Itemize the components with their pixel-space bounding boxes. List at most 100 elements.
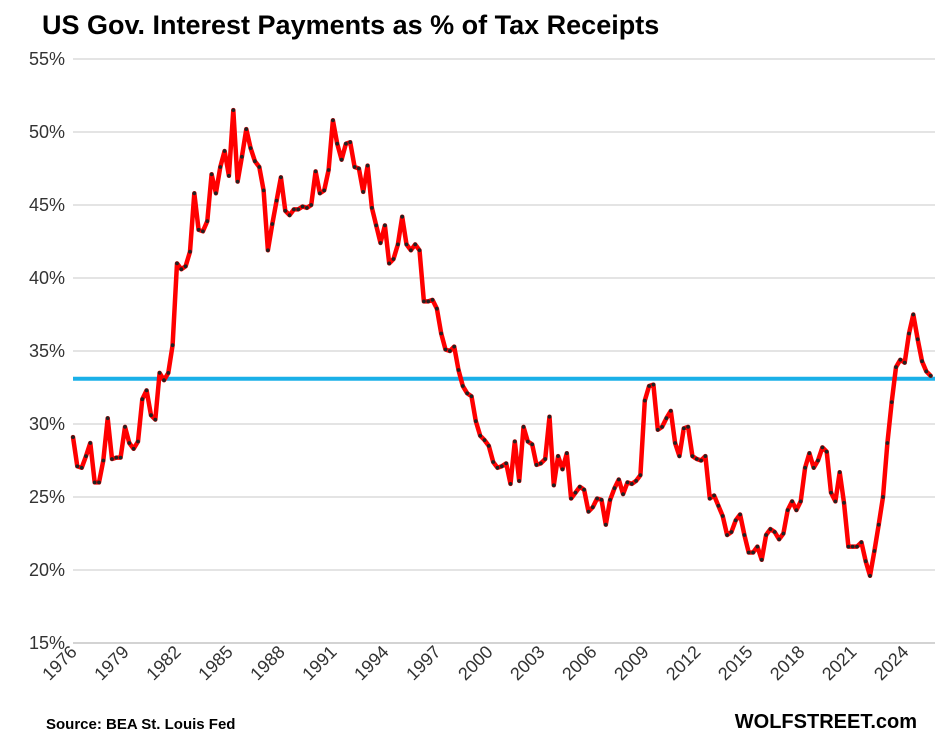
data-point bbox=[348, 140, 353, 145]
data-point bbox=[318, 191, 322, 196]
data-point bbox=[681, 426, 686, 431]
data-point bbox=[824, 449, 829, 454]
data-point bbox=[772, 530, 777, 534]
data-point bbox=[300, 204, 305, 209]
data-point bbox=[846, 544, 851, 549]
data-point bbox=[534, 463, 539, 467]
data-point bbox=[170, 343, 175, 348]
gridlines bbox=[73, 58, 935, 644]
x-tick-label: 2012 bbox=[662, 642, 704, 684]
data-point bbox=[863, 559, 868, 564]
data-point bbox=[677, 454, 682, 458]
data-point bbox=[551, 483, 556, 488]
data-point bbox=[118, 455, 123, 460]
data-point bbox=[192, 191, 197, 196]
y-tick-label: 30% bbox=[29, 414, 65, 434]
data-point bbox=[75, 464, 80, 469]
series-line bbox=[70, 107, 933, 579]
y-tick-label: 45% bbox=[29, 195, 65, 215]
data-point bbox=[248, 146, 253, 151]
data-point bbox=[538, 461, 543, 466]
data-point bbox=[521, 425, 526, 429]
x-tick-label: 2006 bbox=[558, 642, 600, 684]
data-point bbox=[326, 168, 331, 172]
data-point bbox=[504, 461, 509, 466]
data-point bbox=[859, 540, 864, 545]
y-tick-label: 50% bbox=[29, 122, 65, 142]
data-point bbox=[642, 398, 647, 403]
data-point bbox=[175, 261, 179, 266]
y-tick-label: 55% bbox=[29, 49, 65, 69]
data-point bbox=[97, 480, 101, 485]
data-point bbox=[287, 213, 292, 218]
data-point bbox=[127, 441, 132, 445]
data-point bbox=[790, 499, 794, 504]
data-point bbox=[850, 544, 855, 549]
data-point bbox=[868, 573, 872, 578]
data-point bbox=[586, 509, 591, 514]
data-point bbox=[577, 484, 582, 489]
data-point bbox=[928, 373, 933, 378]
data-point bbox=[279, 175, 283, 180]
data-point bbox=[751, 550, 755, 555]
data-point bbox=[889, 400, 894, 404]
data-point bbox=[517, 479, 522, 483]
data-point bbox=[664, 416, 669, 421]
y-tick-label: 25% bbox=[29, 487, 65, 507]
data-point bbox=[603, 522, 608, 527]
data-point bbox=[196, 227, 201, 232]
data-point bbox=[71, 435, 75, 439]
data-point bbox=[114, 455, 119, 460]
data-point bbox=[530, 442, 535, 447]
data-point bbox=[322, 188, 327, 193]
data-point bbox=[296, 207, 301, 212]
x-tick-label: 1985 bbox=[194, 642, 236, 684]
y-tick-label: 15% bbox=[29, 633, 65, 653]
data-point bbox=[746, 550, 751, 555]
data-point bbox=[833, 499, 838, 504]
data-point bbox=[244, 127, 249, 131]
data-point bbox=[829, 490, 833, 495]
data-point bbox=[157, 371, 162, 375]
data-point bbox=[465, 391, 470, 396]
data-point bbox=[452, 344, 457, 349]
data-point bbox=[409, 248, 413, 253]
data-point bbox=[499, 464, 504, 469]
data-point bbox=[88, 441, 93, 445]
data-point bbox=[400, 214, 405, 219]
data-point bbox=[92, 480, 97, 485]
data-point bbox=[595, 496, 599, 501]
x-tick-label: 2015 bbox=[714, 642, 756, 684]
data-point bbox=[209, 172, 214, 177]
x-tick-label: 2021 bbox=[818, 642, 860, 684]
data-point bbox=[911, 312, 916, 317]
data-point bbox=[357, 166, 361, 171]
data-point bbox=[634, 479, 638, 483]
data-point bbox=[131, 446, 136, 451]
data-point bbox=[707, 496, 712, 501]
data-point bbox=[881, 495, 885, 499]
data-point bbox=[491, 460, 496, 464]
brand-watermark: WOLFSTREET.com bbox=[734, 711, 917, 733]
data-point bbox=[292, 207, 296, 212]
data-point bbox=[473, 419, 478, 423]
data-point bbox=[608, 498, 612, 502]
data-point bbox=[222, 149, 227, 153]
data-point bbox=[413, 242, 418, 247]
data-point bbox=[621, 492, 625, 496]
data-point bbox=[218, 165, 223, 169]
data-point bbox=[253, 159, 257, 164]
data-point bbox=[339, 157, 344, 162]
data-point bbox=[374, 223, 379, 228]
data-point bbox=[266, 248, 270, 253]
data-point bbox=[426, 299, 431, 304]
data-point bbox=[616, 477, 621, 482]
data-point bbox=[712, 493, 716, 498]
data-point bbox=[898, 357, 903, 362]
data-point bbox=[495, 465, 500, 470]
data-point bbox=[231, 108, 236, 112]
data-point bbox=[733, 518, 738, 523]
data-point bbox=[383, 223, 387, 228]
data-point bbox=[435, 306, 439, 311]
data-point bbox=[629, 482, 634, 486]
